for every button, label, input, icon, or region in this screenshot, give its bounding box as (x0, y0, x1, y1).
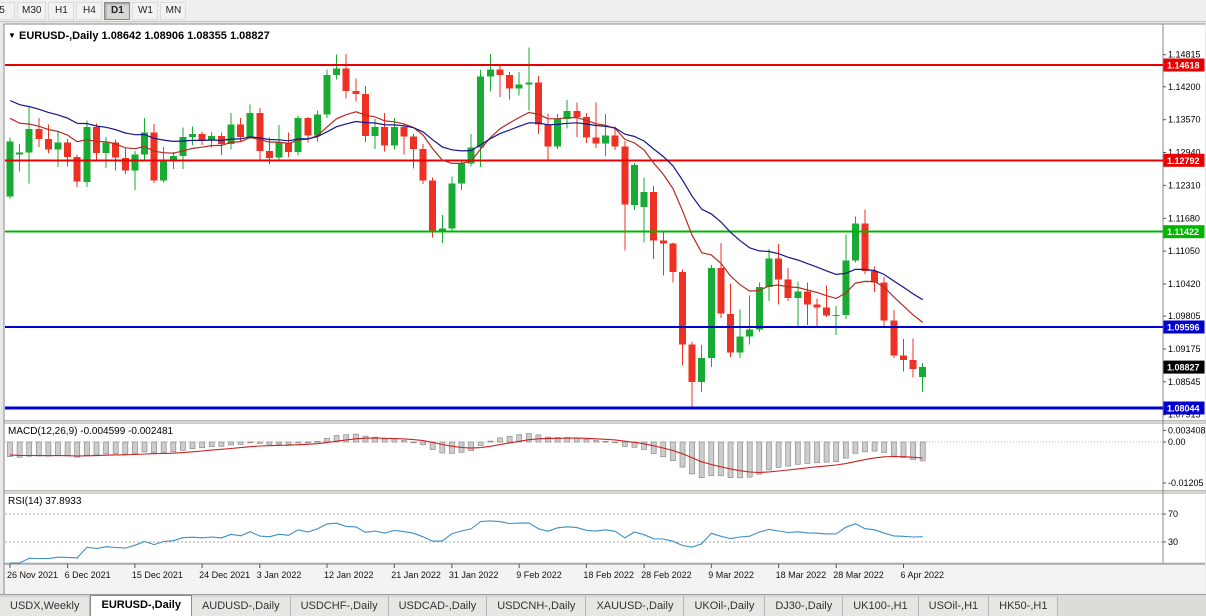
timeframe-m30[interactable]: M30 (17, 1, 47, 20)
rsi-panel: 70 30 RSI(14) 37.8933 (5, 496, 1178, 564)
price-axis: 1.14815 1.14200 1.13570 1.12940 1.12310 1.116… (1163, 50, 1205, 420)
tab-ukoil-daily[interactable]: UKOil-,Daily (684, 596, 766, 616)
svg-text:1.11680: 1.11680 (1168, 213, 1200, 223)
tab-hk50-h1[interactable]: HK50-,H1 (989, 596, 1059, 616)
svg-text:18 Mar 2022: 18 Mar 2022 (776, 570, 827, 580)
tab-audusd-daily[interactable]: AUDUSD-,Daily (191, 596, 291, 616)
tab-usdx-weekly[interactable]: USDX,Weekly (0, 596, 91, 616)
svg-text:1.11422: 1.11422 (1167, 227, 1199, 237)
chart-header-label: ▼ EURUSD-,Daily 1.08642 1.08906 1.08355 1… (8, 30, 270, 42)
svg-text:21 Jan 2022: 21 Jan 2022 (391, 570, 441, 580)
horizontal-lines (5, 64, 1163, 410)
svg-text:70: 70 (1168, 509, 1178, 519)
svg-text:9 Feb 2022: 9 Feb 2022 (516, 570, 562, 580)
date-axis: 26 Nov 2021 6 Dec 2021 15 Dec 2021 24 Dec 2… (7, 564, 944, 580)
svg-text:15 Dec 2021: 15 Dec 2021 (132, 570, 183, 580)
svg-text:1.13570: 1.13570 (1168, 115, 1201, 125)
svg-text:1.10420: 1.10420 (1168, 279, 1201, 289)
tab-xauusd-daily[interactable]: XAUUSD-,Daily (586, 596, 685, 616)
svg-text:12 Jan 2022: 12 Jan 2022 (324, 570, 374, 580)
svg-text:RSI(14) 37.8933: RSI(14) 37.8933 (8, 496, 82, 507)
svg-text:0.00: 0.00 (1168, 437, 1186, 447)
svg-text:1.14815: 1.14815 (1168, 50, 1201, 60)
svg-text:6 Apr 2022: 6 Apr 2022 (901, 570, 945, 580)
moving-averages (9, 99, 924, 323)
svg-text:26 Nov 2021: 26 Nov 2021 (7, 570, 58, 580)
svg-text:9 Mar 2022: 9 Mar 2022 (708, 570, 754, 580)
tab-eurusd-daily[interactable]: EURUSD-,Daily (90, 595, 192, 616)
svg-text:1.14200: 1.14200 (1168, 82, 1201, 92)
timeframe-h1[interactable]: H1 (48, 1, 75, 20)
tab-usdcnh-daily[interactable]: USDCNH-,Daily (487, 596, 587, 616)
svg-text:1.12792: 1.12792 (1167, 156, 1200, 166)
macd-panel: MACD(12,26,9) -0.004599 -0.002481 0.00340… (5, 425, 1206, 488)
timeframe-h4[interactable]: H4 (76, 1, 103, 20)
chart-tabs-bar: USDX,Weekly EURUSD-,Daily AUDUSD-,Daily USD… (0, 594, 1206, 616)
svg-text:6 Dec 2021: 6 Dec 2021 (65, 570, 111, 580)
timeframe-w1[interactable]: W1 (132, 1, 159, 20)
svg-text:1.08827: 1.08827 (1167, 363, 1200, 373)
svg-text:28 Mar 2022: 28 Mar 2022 (833, 570, 884, 580)
svg-text:1.08044: 1.08044 (1167, 404, 1200, 414)
svg-text:24 Dec 2021: 24 Dec 2021 (199, 570, 250, 580)
svg-text:1.08545: 1.08545 (1168, 377, 1201, 387)
svg-text:1.07915: 1.07915 (1168, 410, 1201, 420)
svg-text:3 Jan 2022: 3 Jan 2022 (257, 570, 302, 580)
chart-backgrounds (3, 23, 1206, 594)
svg-text:1.11050: 1.11050 (1168, 246, 1200, 256)
tab-usoil-h1[interactable]: USOil-,H1 (918, 596, 990, 616)
svg-text:1.09805: 1.09805 (1168, 311, 1201, 321)
svg-text:1.09175: 1.09175 (1168, 344, 1201, 354)
svg-text:EURUSD-,Daily 1.08642 1.08906: EURUSD-,Daily 1.08642 1.08906 1.08355 1.… (19, 30, 270, 42)
svg-text:MACD(12,26,9) -0.004599 -0.002: MACD(12,26,9) -0.004599 -0.002481 (8, 426, 174, 437)
svg-text:0.003408: 0.003408 (1168, 425, 1206, 435)
svg-text:▼: ▼ (8, 31, 16, 40)
timeframe-5[interactable]: 5 (0, 1, 15, 20)
svg-text:1.12310: 1.12310 (1168, 180, 1201, 190)
svg-text:-0.01205: -0.01205 (1168, 478, 1204, 488)
svg-text:28 Feb 2022: 28 Feb 2022 (641, 570, 692, 580)
svg-text:1.12940: 1.12940 (1168, 148, 1201, 158)
svg-text:1.09596: 1.09596 (1167, 323, 1200, 333)
svg-text:30: 30 (1168, 537, 1178, 547)
trading-chart[interactable]: ▼ EURUSD-,Daily 1.08642 1.08906 1.08355 1… (0, 22, 1206, 594)
tab-uk100-h1[interactable]: UK100-,H1 (843, 596, 919, 616)
tab-usdchf-daily[interactable]: USDCHF-,Daily (290, 596, 389, 616)
timeframe-d1[interactable]: D1 (104, 1, 131, 20)
svg-text:31 Jan 2022: 31 Jan 2022 (449, 570, 499, 580)
tab-dj30-daily[interactable]: DJ30-,Daily (765, 596, 844, 616)
tab-usdcad-daily[interactable]: USDCAD-,Daily (388, 596, 488, 616)
timeframe-mn[interactable]: MN (160, 1, 187, 20)
timeframe-toolbar: 5M30H1H4D1W1MN (0, 0, 1206, 22)
svg-text:1.14618: 1.14618 (1167, 61, 1200, 71)
svg-text:18 Feb 2022: 18 Feb 2022 (583, 570, 634, 580)
